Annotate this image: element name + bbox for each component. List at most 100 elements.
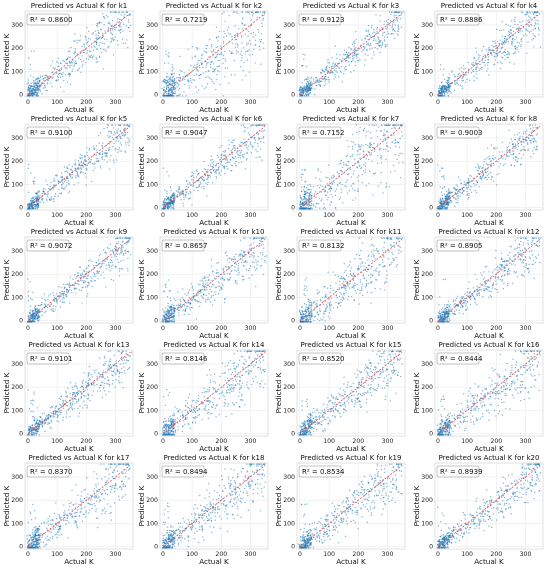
data-point	[240, 50, 242, 52]
data-point	[479, 63, 481, 66]
data-point	[448, 77, 450, 80]
x-axis-label: Actual K	[64, 331, 94, 340]
data-point	[486, 64, 489, 67]
data-point	[56, 61, 58, 63]
data-point	[196, 66, 198, 68]
data-point	[330, 66, 333, 68]
data-point	[365, 35, 367, 38]
data-point	[32, 199, 35, 201]
data-point	[440, 202, 442, 205]
data-point	[86, 151, 88, 154]
data-point	[231, 36, 233, 38]
data-point	[310, 185, 312, 187]
data-point	[396, 158, 398, 161]
data-point	[395, 14, 397, 17]
data-point	[128, 139, 130, 141]
data-point	[499, 29, 501, 32]
data-point	[352, 188, 354, 190]
data-point	[368, 182, 370, 184]
data-point	[233, 59, 236, 62]
data-point	[201, 177, 203, 179]
data-point	[308, 82, 310, 85]
data-point	[186, 188, 188, 191]
data-point	[317, 202, 320, 205]
data-point	[120, 144, 123, 146]
data-point	[364, 162, 366, 164]
data-point	[498, 165, 500, 168]
data-point	[116, 39, 119, 42]
data-point	[527, 148, 529, 150]
data-point	[346, 55, 348, 57]
data-point	[195, 47, 197, 49]
data-point	[98, 32, 100, 34]
data-point	[348, 61, 350, 63]
data-point	[103, 24, 105, 26]
data-point	[118, 140, 120, 142]
data-point	[310, 189, 312, 191]
data-point	[496, 52, 499, 54]
data-point	[520, 157, 523, 159]
data-point	[66, 177, 68, 179]
data-point	[304, 79, 306, 81]
data-point	[52, 292, 54, 294]
data-point	[71, 291, 73, 294]
data-point	[103, 38, 106, 40]
x-tick-label: 0	[161, 212, 165, 219]
data-point	[240, 124, 243, 127]
data-point	[41, 75, 44, 77]
data-point	[462, 190, 465, 193]
data-point	[88, 265, 90, 267]
data-point	[68, 56, 70, 58]
data-point	[61, 177, 64, 179]
data-point	[64, 74, 67, 76]
data-point	[33, 85, 36, 88]
data-point	[73, 274, 76, 276]
data-point	[27, 79, 30, 81]
data-point	[212, 50, 215, 52]
data-point	[327, 76, 330, 78]
data-point	[171, 93, 174, 96]
data-point	[450, 201, 453, 203]
data-point	[357, 143, 360, 146]
data-point	[98, 272, 100, 275]
data-point	[237, 33, 239, 35]
data-point	[244, 168, 246, 170]
data-point	[60, 172, 63, 174]
data-point	[240, 161, 243, 163]
scatter-points	[161, 11, 266, 97]
data-point	[112, 54, 115, 56]
r2-box	[26, 126, 70, 139]
data-point	[489, 48, 491, 51]
data-point	[367, 130, 369, 133]
data-point	[48, 79, 50, 81]
data-point	[225, 35, 228, 37]
data-point	[246, 11, 249, 13]
data-point	[33, 205, 36, 208]
data-point	[110, 154, 112, 157]
data-point	[95, 157, 98, 160]
data-point	[183, 72, 185, 74]
y-tick-label: 100	[11, 68, 23, 75]
data-point	[124, 132, 127, 134]
data-point	[45, 310, 47, 312]
data-point	[91, 277, 93, 280]
data-point	[527, 23, 529, 26]
data-point	[112, 279, 115, 281]
data-point	[26, 83, 28, 85]
y-tick-label: 0	[429, 205, 433, 212]
data-point	[30, 199, 32, 202]
data-point	[32, 76, 34, 78]
data-point	[494, 63, 496, 65]
data-point	[174, 90, 176, 93]
data-point	[501, 29, 503, 32]
chart-title: Predicted vs Actual K for k7	[303, 115, 399, 123]
data-point	[46, 198, 48, 201]
data-point	[512, 52, 515, 55]
data-point	[373, 54, 375, 56]
y-tick-label: 300	[283, 22, 295, 29]
data-point	[87, 37, 90, 40]
data-point	[165, 87, 168, 89]
data-point	[508, 51, 510, 54]
data-point	[260, 130, 262, 133]
data-point	[262, 135, 265, 138]
